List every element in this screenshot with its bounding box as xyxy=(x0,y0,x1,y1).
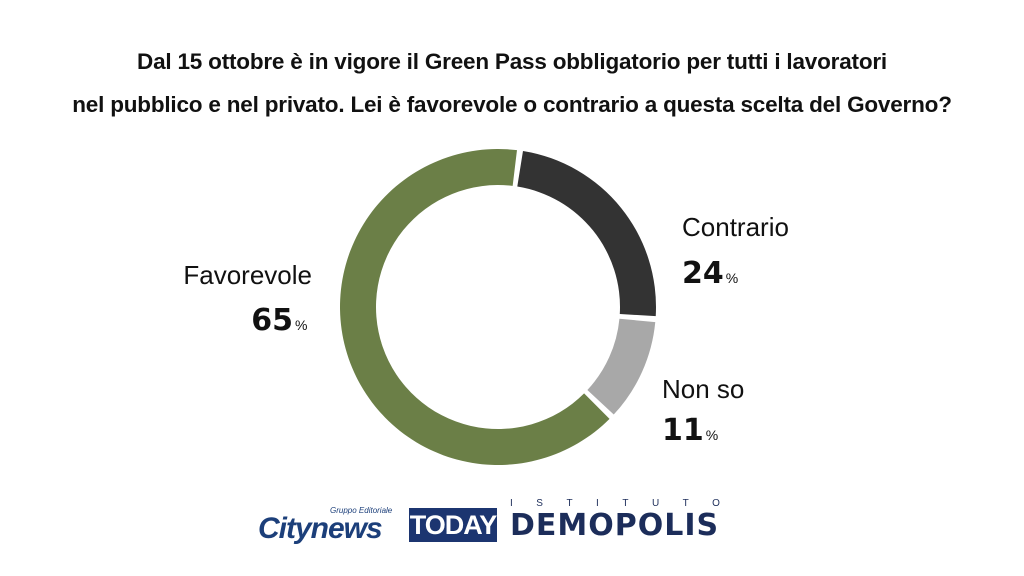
demopolis-istituto: ISTITUTO xyxy=(510,498,744,509)
label-non-so: Non so xyxy=(662,374,744,404)
percent-sign-favorevole: % xyxy=(295,317,307,333)
value-label-non-so: 11 xyxy=(662,413,704,448)
label-contrario: Contrario xyxy=(682,212,789,242)
title-line-1: Dal 15 ottobre è in vigore il Green Pass… xyxy=(137,49,887,74)
percent-sign-non-so: % xyxy=(706,427,718,443)
citynews-logo: Gruppo Editoriale Citynews xyxy=(258,506,398,545)
chart-title: Dal 15 ottobre è in vigore il Green Pass… xyxy=(0,40,1024,126)
citynews-tagline: Gruppo Editoriale xyxy=(330,506,393,515)
label-favorevole: Favorevole xyxy=(183,260,312,290)
demopolis-wordmark: DEMOPOLIS xyxy=(510,508,720,543)
logo-bar: Gruppo Editoriale Citynews TODAY ISTITUT… xyxy=(0,498,1024,548)
donut-slice-contrario xyxy=(517,150,657,317)
donut-slice-non-so xyxy=(587,318,656,415)
title-line-2: nel pubblico e nel privato. Lei è favore… xyxy=(72,92,952,117)
value-label-contrario: 24 xyxy=(682,256,724,291)
today-logo: TODAY xyxy=(409,508,497,542)
percent-sign-contrario: % xyxy=(726,270,738,286)
value-label-favorevole: 65 xyxy=(251,303,293,338)
demopolis-logo: ISTITUTO DEMOPOLIS xyxy=(510,498,762,546)
citynews-wordmark: Citynews xyxy=(258,512,383,545)
donut-slice-favorevole xyxy=(340,149,610,466)
